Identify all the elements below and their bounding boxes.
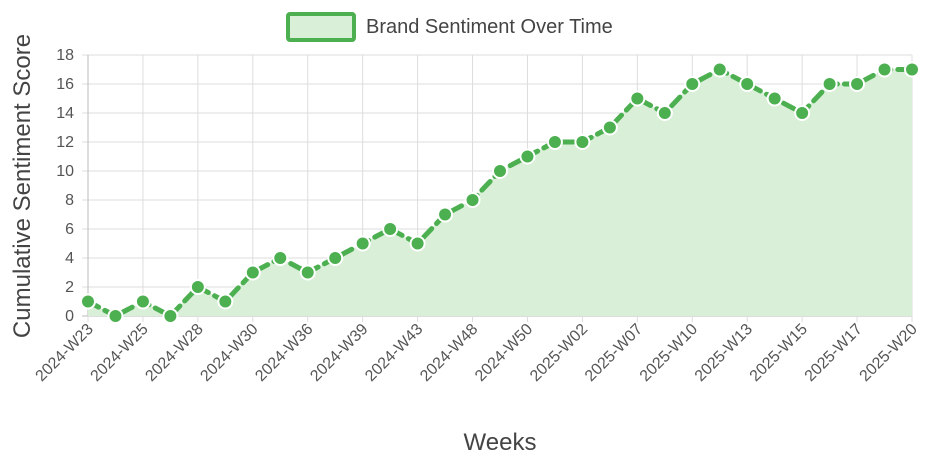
y-tick-label: 8 — [65, 192, 74, 209]
x-tick-labels: 2024-W232024-W252024-W282024-W302024-W36… — [33, 321, 921, 385]
data-point[interactable] — [656, 105, 673, 121]
data-point[interactable] — [601, 119, 618, 136]
data-point[interactable] — [766, 90, 783, 107]
data-point[interactable] — [437, 206, 454, 223]
data-point[interactable] — [382, 221, 399, 237]
y-tick-label: 2 — [65, 279, 74, 296]
data-point[interactable] — [217, 293, 234, 310]
x-tick-label: 2025-W17 — [802, 321, 866, 385]
data-point[interactable] — [519, 148, 536, 165]
y-tick-label: 12 — [56, 134, 74, 151]
data-point[interactable] — [492, 163, 508, 179]
data-point[interactable] — [629, 90, 646, 107]
data-point[interactable] — [354, 235, 371, 252]
data-point[interactable] — [409, 235, 426, 252]
data-point[interactable] — [272, 250, 289, 266]
y-tick-label: 14 — [56, 105, 74, 122]
data-point[interactable] — [327, 250, 344, 266]
x-tick-label: 2025-W15 — [747, 321, 811, 385]
data-point[interactable] — [189, 279, 206, 295]
x-tick-label: 2024-W50 — [472, 321, 536, 385]
x-tick-label: 2024-W28 — [142, 321, 206, 385]
data-point[interactable] — [794, 105, 811, 121]
data-point[interactable] — [739, 76, 756, 92]
data-point[interactable] — [904, 61, 920, 78]
data-point[interactable] — [684, 76, 701, 92]
y-tick-label: 10 — [56, 163, 74, 180]
y-axis-title: Cumulative Sentiment Score — [9, 34, 36, 338]
data-point[interactable] — [849, 76, 866, 92]
x-tick-label: 2024-W39 — [307, 321, 371, 385]
data-point[interactable] — [711, 61, 728, 78]
series-points — [80, 61, 920, 324]
x-axis-title: Weeks — [464, 429, 537, 456]
y-tick-label: 6 — [65, 221, 74, 238]
x-tick-label: 2024-W30 — [197, 321, 261, 385]
x-tick-label: 2024-W48 — [417, 321, 481, 385]
data-point[interactable] — [821, 76, 838, 92]
x-tick-label: 2024-W36 — [252, 321, 316, 385]
y-tick-label: 18 — [56, 47, 74, 64]
x-tick-label: 2024-W25 — [88, 321, 152, 385]
data-point[interactable] — [299, 264, 316, 281]
data-point[interactable] — [80, 293, 96, 310]
data-point[interactable] — [574, 134, 591, 150]
x-tick-label: 2024-W43 — [362, 321, 426, 385]
legend-swatch — [286, 12, 356, 42]
y-tick-label: 16 — [56, 76, 74, 93]
data-point[interactable] — [464, 192, 481, 208]
data-point[interactable] — [107, 308, 124, 324]
x-tick-label: 2025-W02 — [527, 321, 591, 385]
data-point[interactable] — [876, 61, 893, 78]
data-point[interactable] — [134, 293, 151, 310]
x-tick-label: 2024-W23 — [33, 321, 97, 385]
legend[interactable]: Brand Sentiment Over Time — [286, 12, 613, 42]
x-tick-label: 2025-W10 — [637, 321, 701, 385]
x-tick-label: 2025-W13 — [692, 321, 756, 385]
y-tick-labels: 0 2 4 6 8 10 12 14 16 18 — [56, 47, 74, 325]
data-point[interactable] — [162, 308, 179, 324]
legend-label: Brand Sentiment Over Time — [366, 16, 613, 38]
data-point[interactable] — [244, 264, 261, 281]
x-tick-label: 2025-W20 — [857, 321, 921, 385]
y-tick-label: 4 — [65, 250, 74, 267]
y-tick-label: 0 — [65, 308, 74, 325]
x-tick-label: 2025-W07 — [582, 321, 646, 385]
series-area — [88, 69, 912, 316]
data-point[interactable] — [546, 134, 563, 150]
